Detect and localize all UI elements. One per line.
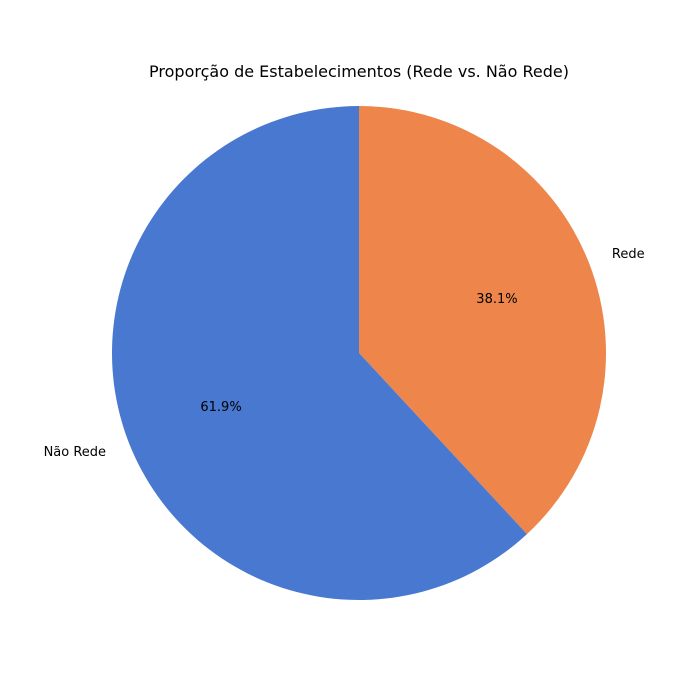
category-label-nao-rede: Não Rede: [44, 445, 106, 460]
percent-label-nao-rede: 61.9%: [200, 400, 241, 415]
pie-slice-rede: [359, 106, 606, 535]
category-label-rede: Rede: [612, 247, 645, 262]
percent-label-rede: 38.1%: [476, 292, 517, 307]
pie-slices: [112, 106, 606, 600]
chart-title: Proporção de Estabelecimentos (Rede vs. …: [149, 62, 569, 81]
pie-slice-nao-rede: [112, 106, 527, 600]
pie-labels: Rede 38.1% Não Rede 61.9%: [44, 247, 645, 460]
